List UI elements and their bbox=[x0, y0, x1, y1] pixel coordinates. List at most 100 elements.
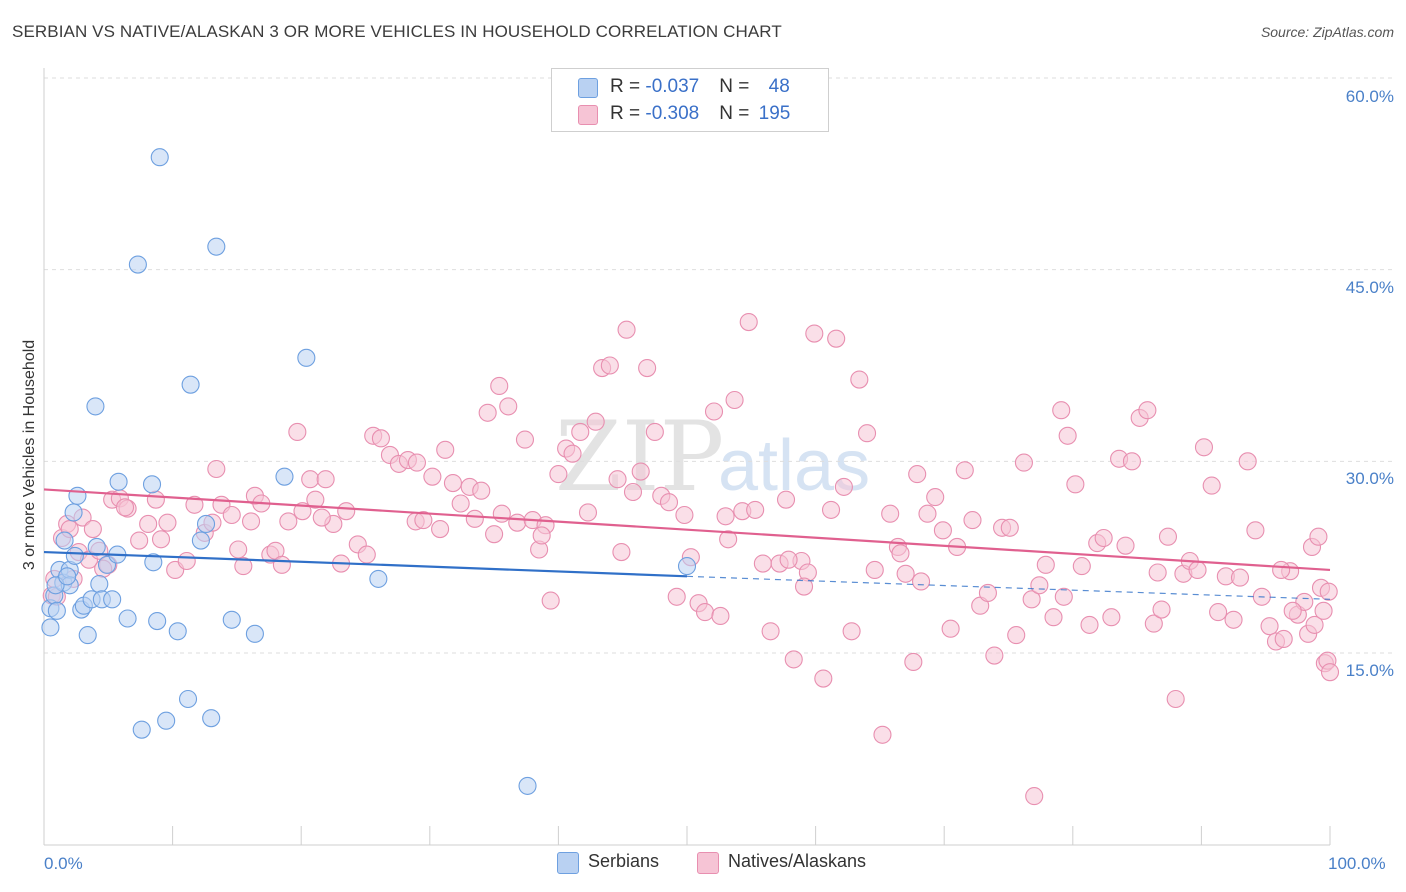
data-point bbox=[1309, 527, 1328, 546]
data-point bbox=[659, 493, 679, 512]
data-point bbox=[1000, 518, 1019, 537]
data-point bbox=[55, 531, 74, 550]
trend-line bbox=[43, 550, 688, 578]
data-point bbox=[873, 725, 892, 744]
data-point bbox=[794, 577, 814, 596]
x-tick-label: 0.0% bbox=[44, 854, 83, 873]
trend-lines bbox=[43, 488, 1331, 600]
data-point bbox=[827, 329, 846, 348]
data-point bbox=[776, 490, 796, 509]
data-point bbox=[1158, 527, 1178, 546]
data-point bbox=[821, 500, 841, 519]
data-point bbox=[541, 591, 560, 610]
data-point bbox=[1025, 787, 1044, 806]
data-point bbox=[631, 462, 650, 481]
data-point bbox=[316, 470, 335, 489]
data-point bbox=[881, 504, 900, 523]
data-point bbox=[41, 618, 60, 637]
data-point bbox=[532, 526, 551, 545]
data-point bbox=[1314, 601, 1333, 620]
data-point bbox=[168, 622, 187, 641]
data-point bbox=[87, 537, 106, 556]
data-point bbox=[337, 502, 356, 521]
data-point bbox=[144, 553, 163, 572]
data-point bbox=[1080, 615, 1099, 634]
data-point bbox=[1224, 610, 1243, 629]
y-tick-label: 15.0% bbox=[1345, 661, 1394, 680]
data-point bbox=[196, 514, 216, 533]
data-point bbox=[414, 511, 433, 530]
data-point bbox=[177, 551, 196, 571]
data-point bbox=[941, 619, 960, 638]
data-point bbox=[1030, 576, 1049, 595]
data-point bbox=[47, 601, 66, 620]
data-point bbox=[191, 531, 210, 550]
data-point bbox=[234, 557, 253, 576]
data-point bbox=[150, 148, 169, 167]
data-point bbox=[1066, 475, 1085, 494]
data-point bbox=[578, 503, 598, 522]
data-point bbox=[443, 474, 462, 493]
data-point bbox=[272, 555, 291, 574]
data-point bbox=[478, 403, 497, 422]
data-point bbox=[1058, 426, 1077, 445]
data-point bbox=[1272, 560, 1291, 579]
data-point bbox=[805, 324, 824, 343]
data-point bbox=[151, 530, 171, 549]
trend-line bbox=[43, 488, 1331, 572]
legend: R = -0.037 N = 48 R = -0.308 N = 195 bbox=[551, 68, 829, 132]
data-point bbox=[1305, 615, 1324, 634]
data-point bbox=[918, 504, 937, 523]
data-point bbox=[492, 504, 511, 523]
y-tick-label: 60.0% bbox=[1345, 87, 1394, 106]
data-point bbox=[704, 402, 724, 421]
data-point bbox=[955, 461, 974, 480]
data-point bbox=[985, 646, 1004, 665]
y-tick-label: 45.0% bbox=[1345, 278, 1394, 297]
data-point bbox=[518, 776, 537, 795]
data-point bbox=[451, 494, 470, 513]
data-point bbox=[1138, 401, 1157, 420]
data-point bbox=[279, 512, 298, 531]
legend-row-serbians: R = -0.037 N = 48 bbox=[552, 73, 828, 101]
data-point bbox=[423, 467, 442, 486]
data-point bbox=[1152, 600, 1171, 619]
data-point bbox=[695, 603, 715, 622]
data-point bbox=[118, 609, 137, 628]
data-point bbox=[185, 495, 204, 514]
data-point bbox=[371, 429, 390, 448]
data-point bbox=[608, 470, 627, 489]
data-point bbox=[128, 255, 147, 274]
data-point bbox=[407, 453, 426, 472]
data-point bbox=[1274, 629, 1293, 648]
data-point bbox=[842, 622, 861, 641]
data-point bbox=[83, 520, 102, 539]
data-point bbox=[677, 557, 697, 576]
data-point bbox=[436, 440, 455, 459]
data-point bbox=[1319, 582, 1338, 601]
data-point bbox=[485, 525, 504, 544]
data-point bbox=[1036, 555, 1055, 574]
data-point bbox=[181, 375, 200, 394]
data-point bbox=[896, 564, 915, 583]
data-point bbox=[1014, 453, 1033, 472]
legend-text: R = -0.308 N = 195 bbox=[610, 103, 791, 124]
data-point bbox=[103, 590, 122, 609]
data-point bbox=[617, 320, 636, 339]
data-point bbox=[667, 587, 686, 606]
data-point bbox=[549, 465, 568, 484]
data-point bbox=[638, 359, 657, 378]
data-point bbox=[178, 689, 198, 709]
data-point bbox=[229, 540, 248, 559]
data-point bbox=[719, 530, 738, 549]
legend-swatch-natives bbox=[697, 852, 719, 874]
data-point bbox=[865, 560, 884, 579]
data-point bbox=[139, 514, 158, 533]
data-point bbox=[297, 348, 316, 367]
data-point bbox=[904, 652, 923, 671]
legend-swatch-serbians bbox=[557, 852, 579, 874]
data-point bbox=[912, 572, 931, 591]
data-point bbox=[645, 422, 664, 441]
data-point bbox=[711, 606, 730, 625]
data-point bbox=[86, 397, 105, 416]
